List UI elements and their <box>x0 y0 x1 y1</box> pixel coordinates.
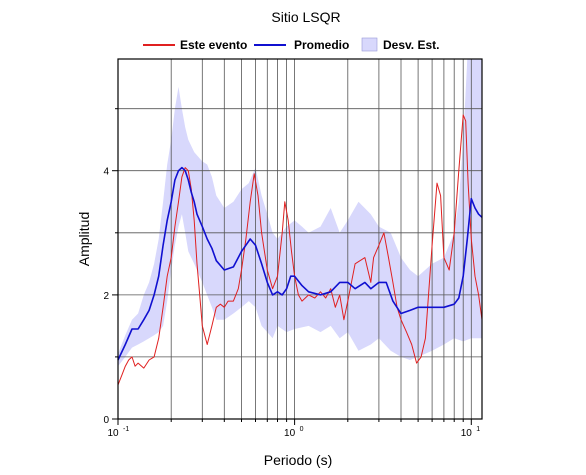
legend: Este evento Promedio Desv. Est. <box>143 37 439 52</box>
series-layer <box>117 114 483 386</box>
plot-area <box>117 58 483 420</box>
x-tick-label: 10 <box>107 428 119 439</box>
x-tick-label: 10 <box>284 428 296 439</box>
plot-frame <box>117 58 483 420</box>
grid-layer <box>118 59 482 419</box>
std-band-layer <box>118 59 482 367</box>
legend-swatch-band <box>361 37 378 52</box>
x-axis-label: Periodo (s) <box>264 452 332 468</box>
y-axis-label: Amplitud <box>76 212 92 266</box>
x-tick-exponent: 1 <box>476 426 480 433</box>
y-axis-ticks: 0 2 4 <box>103 108 118 426</box>
x-tick-exponent: -1 <box>123 426 129 433</box>
y-tick-label: 2 <box>103 291 109 302</box>
chart-title: Sitio LSQR <box>271 9 340 25</box>
legend-label: Este evento <box>180 38 247 52</box>
series-line-este-evento <box>117 114 483 386</box>
series-line-promedio <box>117 166 483 361</box>
y-tick-label: 0 <box>103 415 109 426</box>
std-band <box>118 59 482 367</box>
legend-label: Desv. Est. <box>383 38 439 52</box>
x-axis-ticks: 10 -1 10 0 10 1 <box>107 419 480 439</box>
x-tick-exponent: 0 <box>300 426 304 433</box>
x-tick-label: 10 <box>461 428 473 439</box>
y-tick-label: 4 <box>103 167 109 178</box>
legend-label: Promedio <box>294 38 349 52</box>
